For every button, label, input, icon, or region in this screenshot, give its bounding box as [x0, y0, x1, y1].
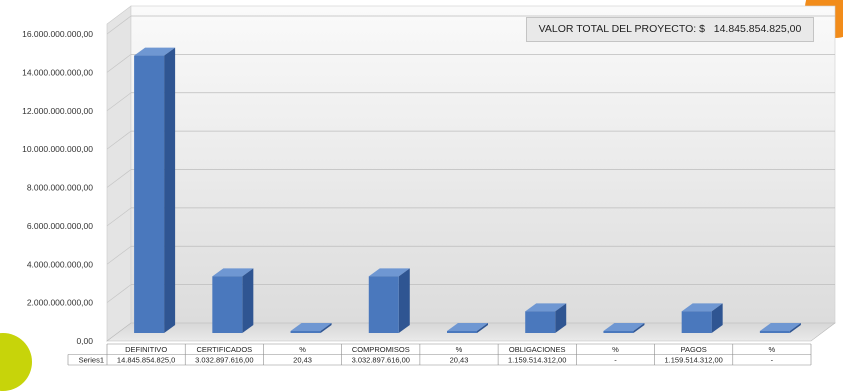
- y-tick-label: 10.000.000.000,00: [22, 144, 93, 154]
- bar: [681, 311, 712, 333]
- data-label: 20,43: [293, 356, 312, 365]
- y-tick-label: 12.000.000.000,00: [22, 106, 93, 116]
- y-tick-label: 16.000.000.000,00: [22, 29, 93, 39]
- bar-side: [477, 323, 488, 333]
- bar-chart: 0,00 2.000.000.000,00 4.000.000.000,00 6.00…: [22, 5, 836, 366]
- data-label: 3.032.897.616,00: [352, 356, 410, 365]
- category-label: %: [456, 345, 463, 354]
- category-label: PAGOS: [681, 345, 707, 354]
- y-tick-label: 4.000.000.000,00: [27, 259, 93, 269]
- y-tick-label: 0,00: [76, 336, 93, 346]
- bar-top: [290, 323, 332, 331]
- gridline-side: [106, 15, 132, 35]
- bar-side: [398, 268, 410, 333]
- data-label: 1.159.514.312,00: [508, 356, 566, 365]
- gridline-side: [106, 169, 132, 188]
- y-tick-label: 8.000.000.000,00: [27, 183, 93, 193]
- category-label: DEFINITIVO: [125, 345, 167, 354]
- bar: [290, 331, 321, 333]
- bars: [134, 47, 801, 334]
- chart-walls: [106, 5, 836, 342]
- bar-side: [555, 303, 567, 333]
- bar: [368, 276, 399, 333]
- bar-top: [681, 303, 723, 312]
- gridline-side: [106, 92, 132, 112]
- bar-top: [134, 47, 176, 56]
- category-label: %: [299, 345, 306, 354]
- bar-side: [633, 323, 645, 333]
- category-label: COMPROMISOS: [352, 345, 410, 354]
- bar: [603, 331, 634, 333]
- bar: [212, 276, 243, 333]
- bar-side: [711, 303, 723, 333]
- series-name: Series1: [79, 356, 104, 365]
- bar-top: [368, 268, 410, 277]
- bar-top: [212, 268, 254, 277]
- category-label: %: [769, 345, 776, 354]
- data-label: 1.159.514.312,00: [664, 356, 722, 365]
- data-label: 20,43: [450, 356, 469, 365]
- gridline-side: [106, 207, 132, 227]
- project-total-value: 14.845.854.825,00: [713, 23, 802, 35]
- data-label: -: [771, 356, 774, 365]
- gridlines: [106, 15, 835, 303]
- bar-top: [525, 303, 567, 312]
- category-label: CERTIFICADOS: [196, 345, 252, 354]
- bar: [134, 55, 165, 334]
- project-total-box: VALOR TOTAL DEL PROYECTO: $ 14.845.854.8…: [526, 17, 814, 42]
- bar: [759, 331, 790, 333]
- project-total-label: VALOR TOTAL DEL PROYECTO: $: [538, 23, 705, 35]
- side-wall: [106, 5, 132, 342]
- data-label: -: [614, 356, 617, 365]
- y-tick-label: 14.000.000.000,00: [22, 67, 93, 77]
- data-table: Series1 DEFINITIVO 14.845.854.825,0 CERTIFI…: [67, 343, 812, 366]
- bar-side: [789, 323, 801, 333]
- bar-side: [320, 323, 332, 333]
- bar: [447, 331, 477, 333]
- data-label: 3.032.897.616,00: [195, 356, 253, 365]
- gridline-side: [106, 245, 132, 265]
- data-label: 14.845.854.825,0: [117, 356, 175, 365]
- category-label: OBLIGACIONES: [509, 345, 566, 354]
- gridline-side: [106, 130, 132, 150]
- gridline-side: [106, 284, 132, 303]
- bar-top: [447, 323, 488, 331]
- bar: [525, 311, 556, 333]
- category-label: %: [612, 345, 619, 354]
- bar-top: [603, 323, 645, 331]
- y-tick-label: 2.000.000.000,00: [27, 298, 93, 308]
- y-tick-label: 6.000.000.000,00: [27, 221, 93, 231]
- bar-side: [242, 268, 254, 333]
- bar-top: [759, 323, 801, 331]
- y-axis-tick-labels: 0,00 2.000.000.000,00 4.000.000.000,00 6.00…: [22, 29, 93, 346]
- gridline-side: [106, 54, 132, 73]
- bar-side: [164, 47, 176, 334]
